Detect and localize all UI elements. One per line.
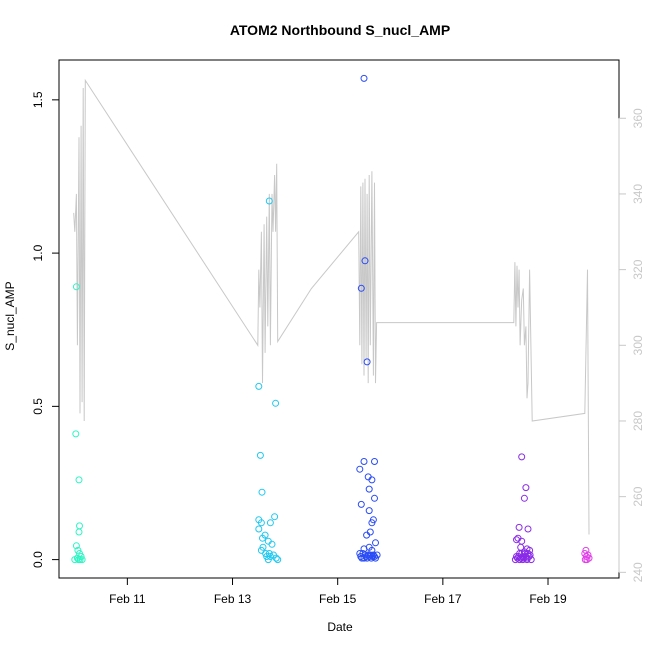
data-point: [367, 554, 375, 562]
data-point: [516, 556, 524, 564]
data-point: [515, 523, 523, 531]
data-point: [365, 485, 373, 493]
secondary-line-layer: [73, 78, 590, 535]
x-axis-label: Date: [327, 620, 353, 634]
data-point: [524, 525, 532, 533]
secondary-y-tick-label: 300: [631, 335, 645, 355]
data-point: [78, 556, 86, 564]
x-tick-label: Feb 13: [214, 592, 252, 606]
data-point: [372, 554, 379, 562]
data-point: [271, 513, 279, 521]
data-point: [265, 197, 273, 205]
x-tick-label: Feb 17: [424, 592, 462, 606]
data-point: [520, 554, 528, 562]
data-point: [358, 554, 366, 562]
data-point: [523, 556, 531, 564]
data-point: [356, 465, 364, 473]
y-tick-label: 0.5: [31, 398, 45, 415]
data-point: [368, 476, 376, 484]
secondary-series-line: [73, 78, 590, 535]
data-point: [75, 476, 83, 484]
data-point: [360, 554, 368, 562]
data-point: [76, 556, 84, 564]
data-point: [368, 519, 376, 527]
data-point: [372, 539, 379, 547]
data-point: [363, 358, 371, 366]
data-point: [255, 525, 263, 533]
data-point: [371, 494, 378, 502]
data-point: [258, 488, 266, 496]
x-axis: Feb 11 Feb 13 Feb 15 Feb 17 Feb 19: [109, 577, 567, 606]
data-point: [72, 542, 80, 550]
secondary-y-axis: 240 260 280 300 320 340 360: [618, 108, 645, 582]
secondary-y-tick-label: 360: [631, 108, 645, 128]
data-point: [72, 430, 80, 438]
y-tick-label: 1.0: [31, 244, 45, 261]
x-tick-label: Feb 19: [529, 592, 567, 606]
secondary-y-tick-label: 240: [631, 562, 645, 582]
data-point: [585, 554, 593, 562]
data-point: [365, 507, 373, 515]
data-point: [266, 519, 274, 527]
secondary-y-tick-label: 340: [631, 184, 645, 204]
data-point: [264, 556, 272, 564]
secondary-y-tick-label: 260: [631, 486, 645, 506]
chart-title: ATOM2 Northbound S_nucl_AMP: [230, 22, 450, 38]
data-point: [363, 531, 371, 539]
data-point: [518, 453, 526, 461]
data-point: [272, 399, 280, 407]
data-point: [256, 451, 264, 459]
data-point: [255, 382, 263, 390]
data-point: [360, 458, 368, 465]
data-point: [259, 534, 266, 542]
data-point: [274, 556, 282, 564]
data-point: [257, 519, 265, 527]
data-point: [272, 554, 280, 562]
data-point: [268, 540, 276, 548]
x-tick-label: Feb 11: [109, 592, 146, 606]
data-point: [72, 283, 80, 291]
x-tick-label: Feb 15: [319, 592, 357, 606]
data-point: [360, 74, 368, 82]
y-tick-label: 1.5: [31, 91, 45, 108]
data-point: [519, 556, 527, 564]
y-tick-label: 0.0: [31, 551, 45, 568]
data-point: [581, 556, 589, 564]
y-axis-label: S_nucl_AMP: [3, 281, 17, 350]
data-point: [520, 494, 528, 502]
data-point: [371, 458, 378, 465]
data-point: [511, 556, 519, 564]
data-point: [363, 554, 371, 562]
data-point: [361, 257, 369, 265]
data-point: [357, 500, 365, 508]
secondary-y-tick-label: 280: [631, 411, 645, 431]
data-point: [527, 556, 535, 564]
secondary-y-tick-label: 320: [631, 259, 645, 279]
data-point: [71, 556, 79, 564]
data-point: [522, 484, 530, 492]
points-layer: [71, 74, 593, 564]
y-axis: 0.0 0.5 1.0 1.5: [31, 91, 60, 568]
data-point: [75, 528, 83, 536]
data-point: [357, 284, 365, 292]
